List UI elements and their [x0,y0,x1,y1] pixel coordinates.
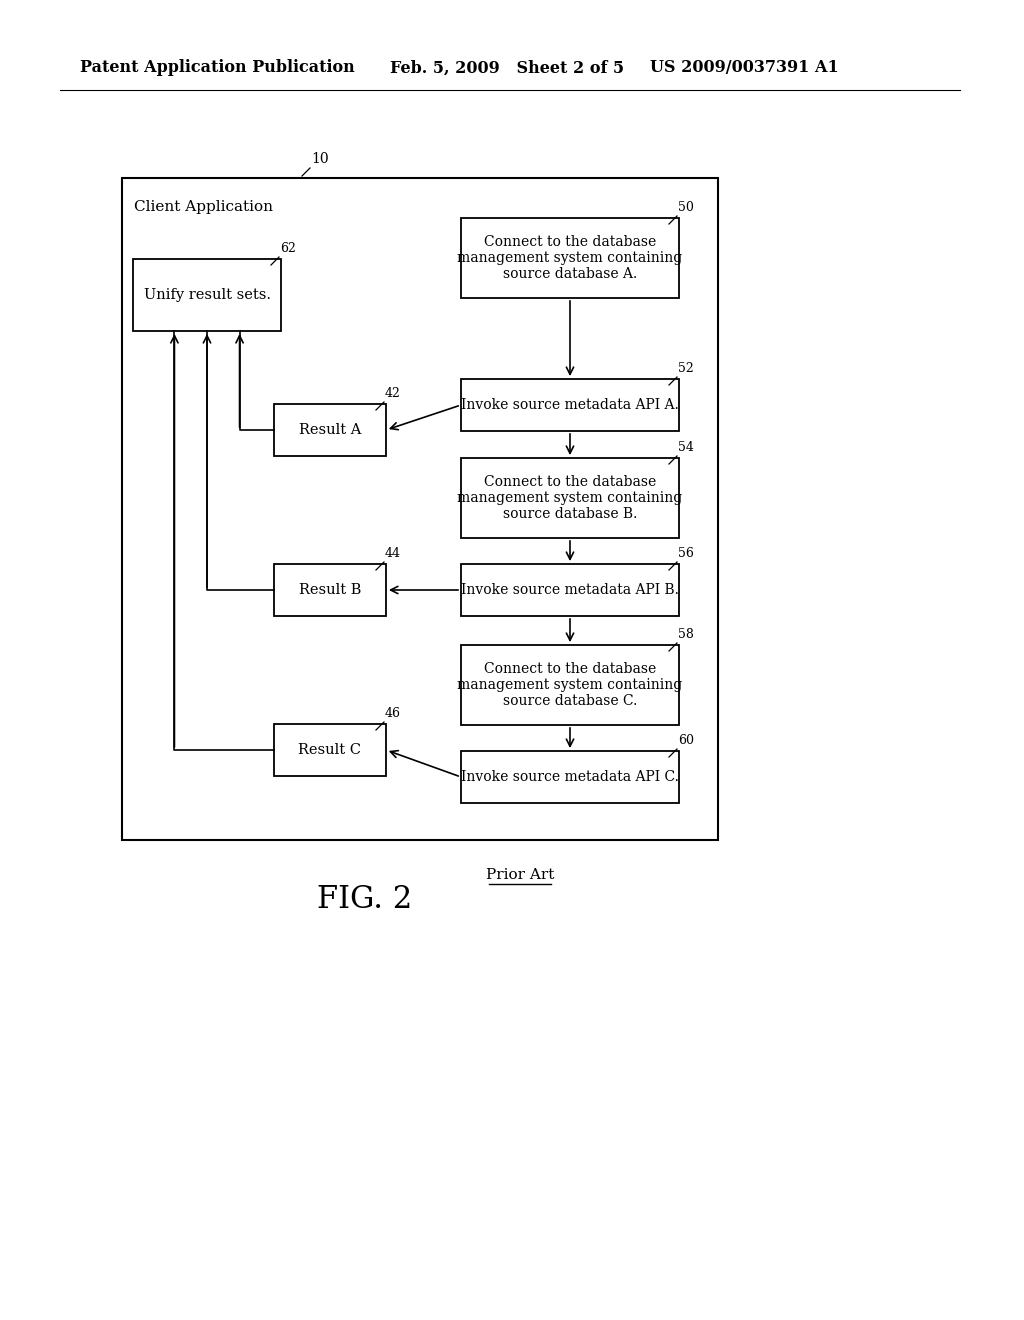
Text: Connect to the database
management system containing
source database C.: Connect to the database management syste… [458,661,683,709]
Text: Prior Art: Prior Art [485,869,554,882]
Text: Connect to the database
management system containing
source database B.: Connect to the database management syste… [458,475,683,521]
Text: 58: 58 [678,628,694,642]
Bar [133,259,281,331]
Text: 10: 10 [311,152,329,166]
Text: 50: 50 [678,201,694,214]
Text: Result B: Result B [299,583,361,597]
Bar [274,404,386,455]
Text: 42: 42 [385,387,400,400]
Text: Unify result sets.: Unify result sets. [143,288,270,302]
Bar [274,564,386,616]
Bar [461,751,679,803]
Text: Invoke source metadata API A.: Invoke source metadata API A. [461,399,679,412]
Text: 60: 60 [678,734,694,747]
Text: Client Application: Client Application [134,201,273,214]
Text: 54: 54 [678,441,694,454]
Text: Invoke source metadata API C.: Invoke source metadata API C. [461,770,679,784]
Bar [461,379,679,432]
Bar [461,645,679,725]
Text: 52: 52 [678,362,693,375]
Text: Patent Application Publication: Patent Application Publication [80,59,354,77]
Text: FIG. 2: FIG. 2 [317,884,413,916]
Text: Feb. 5, 2009   Sheet 2 of 5: Feb. 5, 2009 Sheet 2 of 5 [390,59,624,77]
Text: 44: 44 [385,546,401,560]
Text: Invoke source metadata API B.: Invoke source metadata API B. [461,583,679,597]
Bar [274,723,386,776]
Bar [461,458,679,539]
Text: Result A: Result A [299,422,361,437]
Text: Connect to the database
management system containing
source database A.: Connect to the database management syste… [458,235,683,281]
Text: 56: 56 [678,546,694,560]
Bar [461,564,679,616]
Text: 62: 62 [280,242,296,255]
Text: Result C: Result C [299,743,361,756]
Bar [122,178,718,840]
Text: US 2009/0037391 A1: US 2009/0037391 A1 [650,59,839,77]
Text: 46: 46 [385,708,401,719]
Bar [461,218,679,298]
